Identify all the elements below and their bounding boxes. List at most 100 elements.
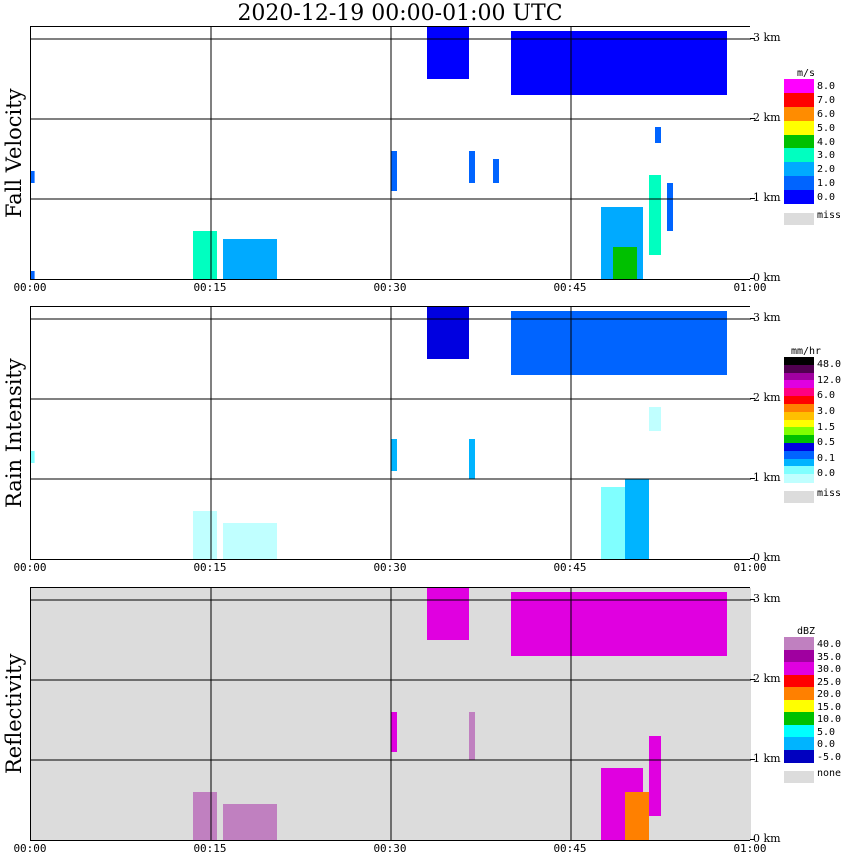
y-tick-mark: [750, 198, 755, 199]
echo-cell-12: [655, 127, 661, 143]
echo-cell-4: [427, 307, 469, 359]
colorbar-swatch: [784, 724, 814, 738]
x-tick-label: 00:15: [193, 842, 227, 855]
colorbar-label: 12.0: [817, 374, 842, 386]
y-tick-mark: [750, 839, 755, 840]
colorbar-label: 6.0: [817, 390, 836, 402]
colorbar-label: 35.0: [817, 651, 842, 663]
echo-cell-1: [193, 511, 217, 559]
x-tick-label: 01:00: [733, 281, 767, 294]
x-tick-label: 00:15: [193, 281, 227, 294]
rain-intensity-ylabel: Rain Intensity: [2, 358, 26, 508]
reflectivity-plot: [31, 588, 751, 840]
colorbar-label: 2.0: [817, 164, 836, 176]
x-tick-label: 01:00: [733, 561, 767, 574]
y-tick-mark: [750, 558, 755, 559]
x-tick-label: 00:15: [193, 561, 227, 574]
colorbar-swatch: [784, 419, 814, 428]
y-tick-label: 1 km: [753, 191, 781, 204]
colorbar-swatch: [784, 190, 814, 205]
colorbar-swatch: [784, 442, 814, 452]
colorbar-label: 7.0: [817, 94, 836, 106]
y-tick-mark: [750, 478, 755, 479]
colorbar-label: 5.0: [817, 122, 836, 134]
echo-cell-0: [31, 451, 35, 463]
colorbar-label: 10.0: [817, 714, 842, 725]
echo-cell-13: [667, 183, 673, 231]
colorbar-label: 8.0: [817, 81, 836, 92]
colorbar-label: 0.1: [817, 452, 836, 464]
y-tick-mark: [750, 398, 755, 399]
colorbar-label: 5.0: [817, 726, 836, 738]
colorbar-swatch: [784, 435, 814, 444]
colorbar-label: 40.0: [817, 639, 842, 650]
colorbar-swatch: [784, 403, 814, 413]
missing-swatch: [784, 771, 814, 783]
echo-cell-4: [391, 151, 397, 191]
colorbar-swatch: [784, 458, 814, 467]
reflectivity-ylabel: Reflectivity: [2, 653, 26, 775]
colorbar-swatch: [784, 450, 814, 460]
colorbar-unit: dBZ: [796, 626, 816, 637]
colorbar-swatch: [784, 120, 814, 136]
colorbar-label: 0.0: [817, 468, 836, 480]
echo-cell-0: [193, 792, 217, 840]
x-tick-label: 01:00: [733, 842, 767, 855]
echo-cell-10: [613, 247, 637, 279]
x-tick-label: 00:00: [13, 281, 47, 294]
colorbar-swatch: [784, 364, 814, 374]
y-tick-mark: [750, 318, 755, 319]
echo-cell-5: [427, 27, 469, 79]
reflectivity-colorbar: dBZ 40.0 35.0 30.0 25.0 20.0 15.0 10.0 5.0 0.0 -5.…: [784, 626, 844, 783]
colorbar-swatch: [784, 357, 814, 366]
colorbar-swatch: [784, 427, 814, 436]
colorbar-label: 0.5: [817, 437, 836, 449]
x-tick-label: 00:00: [13, 842, 47, 855]
colorbar-swatch: [784, 687, 814, 700]
x-tick-label: 00:45: [553, 561, 587, 574]
colorbar-body: 8.0 7.0 6.0 5.0 4.0 3.0 2.0 1.0 0.0: [784, 79, 844, 205]
echo-cell-1: [31, 171, 35, 183]
colorbar-swatch: [784, 79, 814, 94]
colorbar-swatch: [784, 162, 814, 177]
colorbar-label: 15.0: [817, 701, 842, 713]
x-tick-label: 00:45: [553, 842, 587, 855]
y-tick-label: 0 km: [753, 271, 781, 284]
colorbar-unit: m/s: [796, 68, 816, 79]
echo-cell-3: [223, 239, 277, 279]
echo-cell-6: [469, 439, 475, 479]
colorbar-swatch: [784, 737, 814, 750]
missing-label: none: [817, 768, 842, 779]
echo-cell-1: [223, 804, 277, 840]
colorbar-label: 25.0: [817, 676, 842, 688]
colorbar-swatch: [784, 388, 814, 397]
x-tick-label: 00:45: [553, 281, 587, 294]
rain-intensity-plot: [31, 307, 751, 559]
colorbar-swatch: [784, 396, 814, 405]
colorbar-swatch: [784, 466, 814, 475]
reflectivity-panel: Reflectivity: [2, 587, 751, 841]
y-tick-mark: [750, 278, 755, 279]
rain-intensity-panel: Rain Intensity: [2, 306, 751, 560]
colorbar-label: 4.0: [817, 136, 836, 148]
echo-cell-7: [625, 792, 649, 840]
colorbar-swatch: [784, 674, 814, 688]
y-tick-label: 0 km: [753, 551, 781, 564]
y-tick-label: 2 km: [753, 111, 781, 124]
rain-intensity-colorbar: mm/hr 48.0 12.0 6.0 3.0 1.5 0.5 0.1 0.0 miss: [784, 346, 844, 503]
y-tick-mark: [750, 679, 755, 680]
colorbar-swatch: [784, 649, 814, 663]
x-tick-label: 00:00: [13, 561, 47, 574]
fall-velocity-panel: Fall Velocity: [2, 26, 751, 280]
colorbar-label: 30.0: [817, 664, 842, 675]
echo-cell-0: [31, 271, 35, 279]
x-tick-label: 00:30: [373, 561, 407, 574]
y-tick-label: 0 km: [753, 832, 781, 845]
x-tick-label: 00:30: [373, 842, 407, 855]
colorbar-swatch: [784, 148, 814, 163]
echo-cell-2: [223, 523, 277, 559]
colorbar-swatch: [784, 106, 814, 122]
y-tick-label: 2 km: [753, 672, 781, 685]
colorbar-unit: mm/hr: [790, 346, 822, 357]
colorbar-swatch: [784, 176, 814, 191]
